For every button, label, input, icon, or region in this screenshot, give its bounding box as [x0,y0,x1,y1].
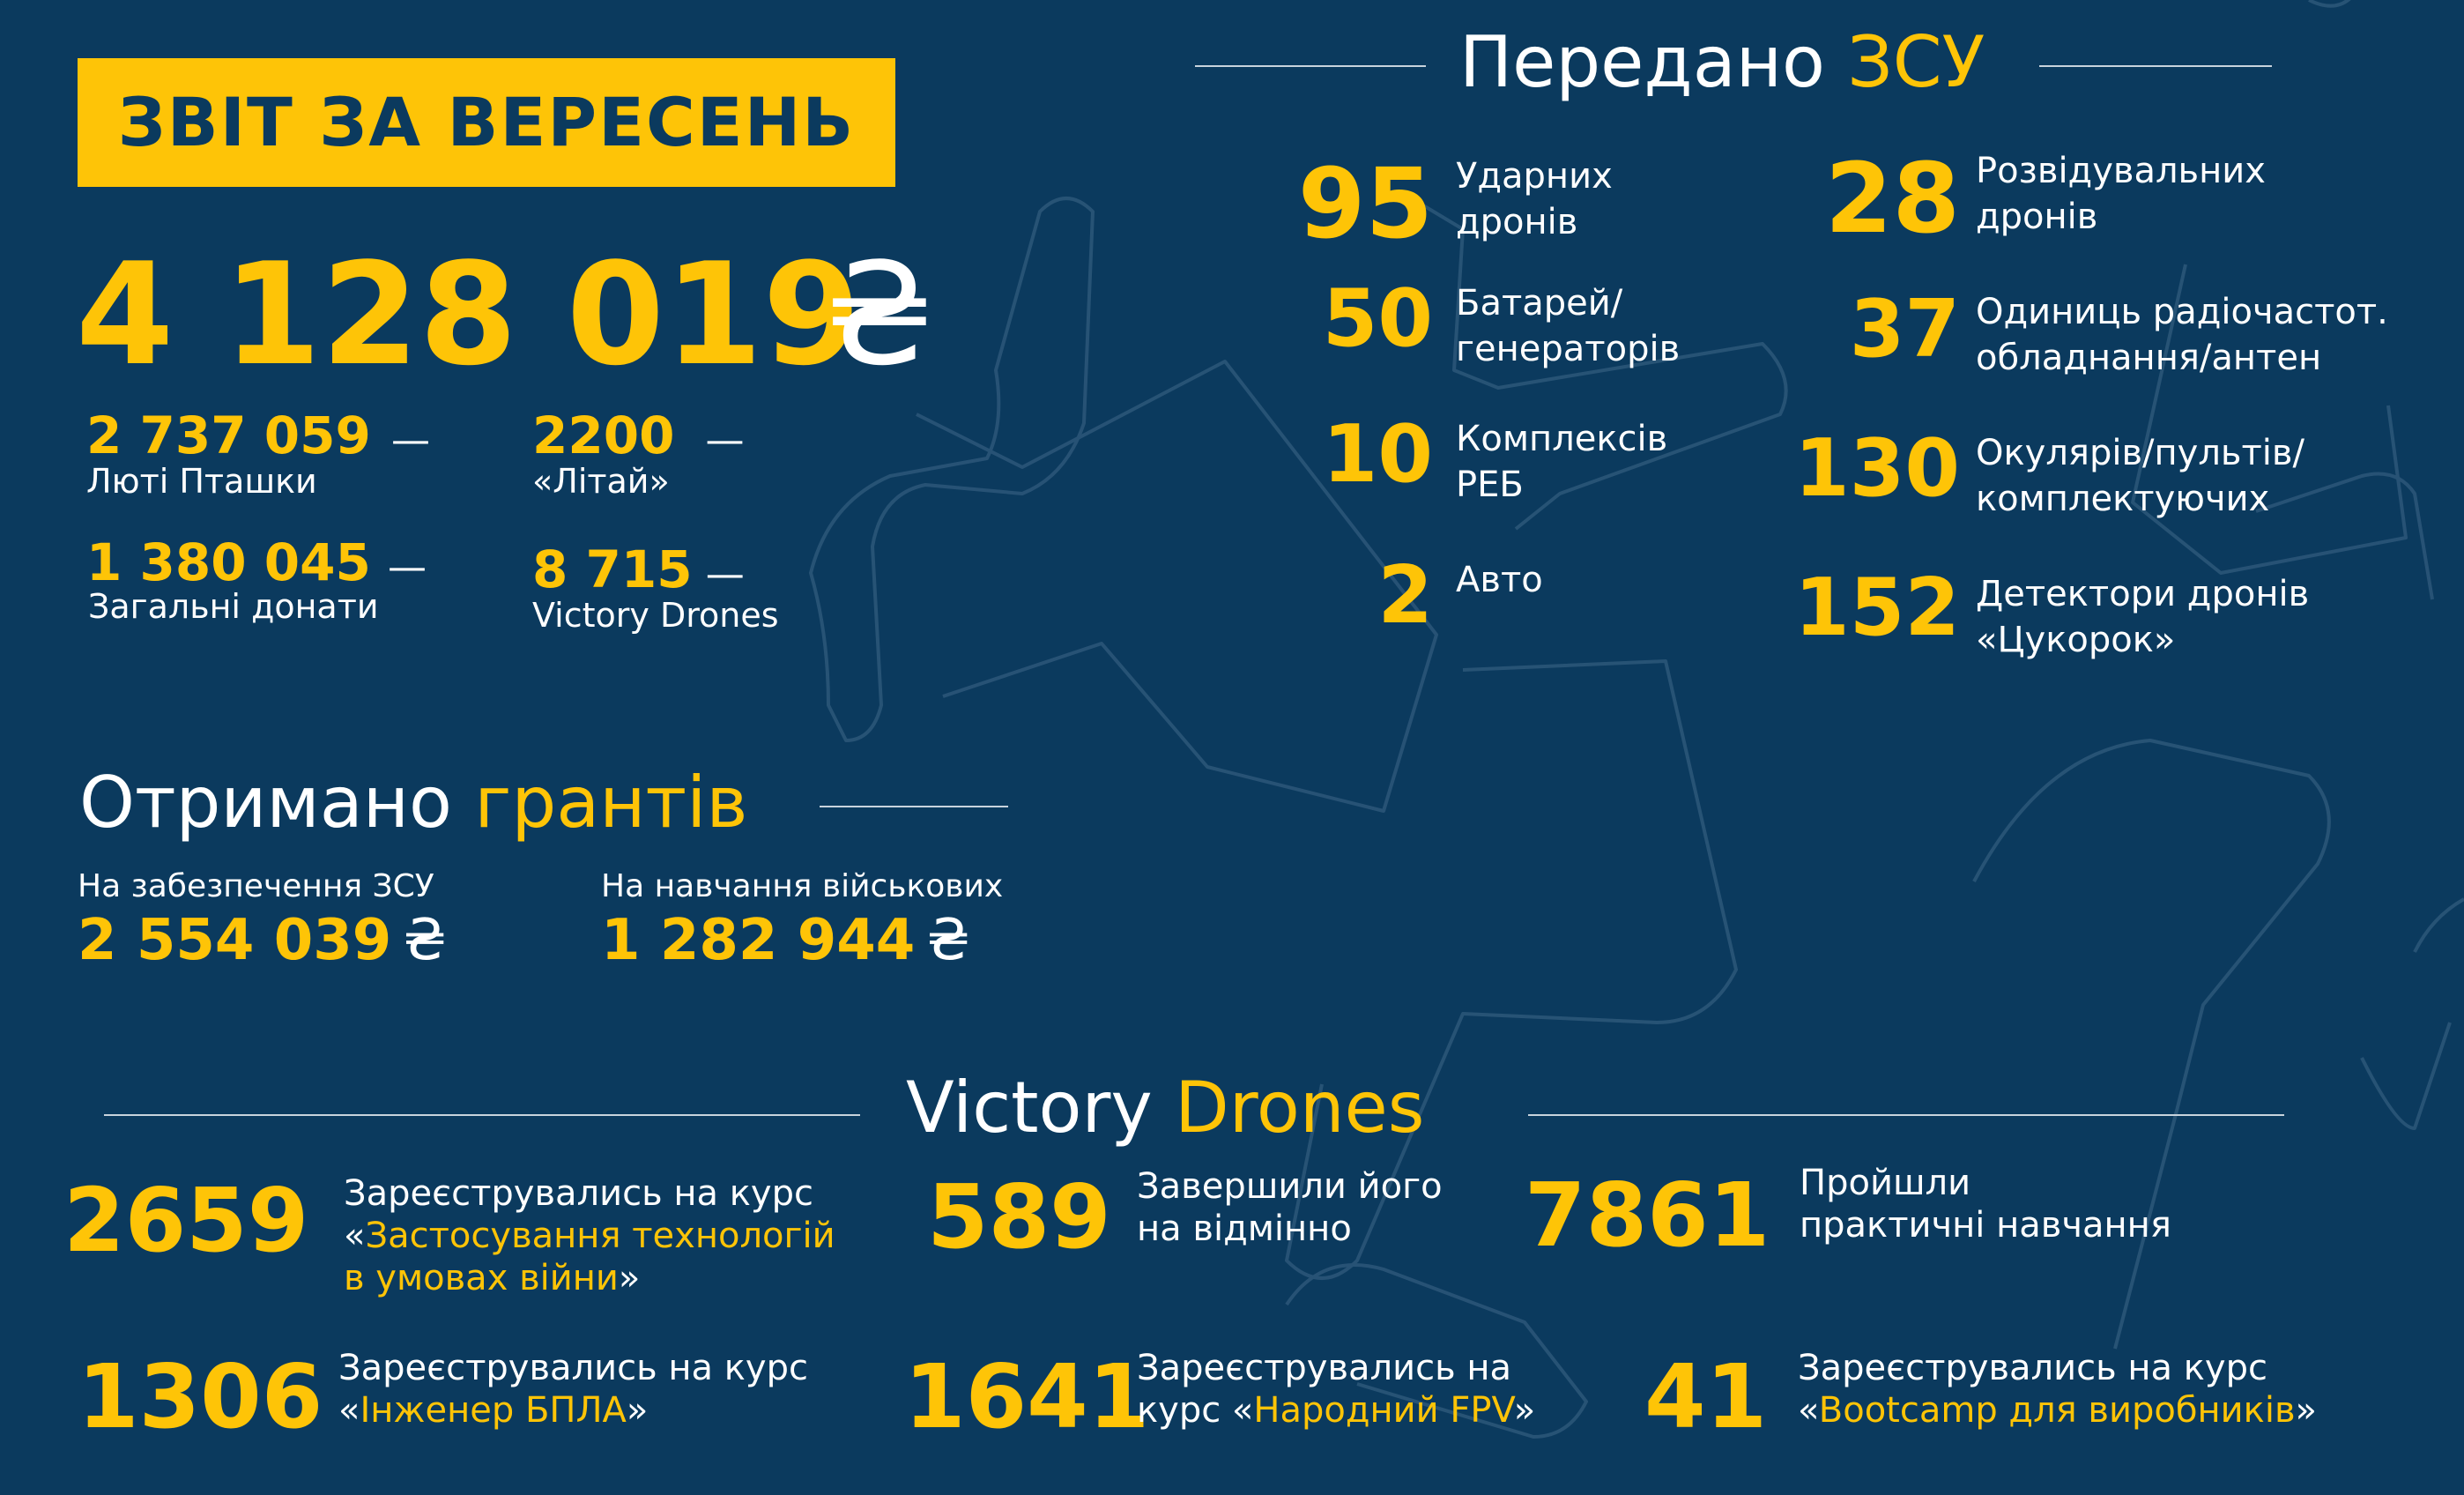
source-label: Загальні донати [88,587,379,626]
grant-value: 2 554 039 [78,908,392,973]
source-victory-drones: 8 715 — [532,541,745,598]
zsu-title-yellow: ЗСУ [1847,21,1985,103]
grant-label: На навчання військових [601,868,1004,904]
zsu-value: 130 [1794,422,1960,515]
grants-title-white: Отримано [79,762,452,844]
vd-divider-left [104,1114,860,1116]
vd-title-yellow: Drones [1175,1067,1425,1149]
zsu-value: 10 [1322,408,1433,501]
dash: — [387,545,427,590]
zsu-value: 95 [1297,147,1433,260]
zsu-value: 152 [1794,562,1960,654]
zsu-label: Батарей/генераторів [1456,283,1681,369]
grant-amount-training: 1 282 944 ₴ [601,910,970,971]
source-general-donations: 1 380 045 — [86,534,427,591]
total-amount: 4 128 019 [76,232,861,397]
source-fierce-birds: 2 737 059 — [86,407,430,464]
vd-label: Зареєструвались на курс «Застосування те… [344,1173,835,1298]
hryvnia-icon: ₴ [926,908,970,973]
source-litai: 2200 — [532,407,745,464]
vd-value: 41 [1644,1345,1768,1448]
grants-divider [820,806,1008,807]
zsu-value: 28 [1824,142,1960,255]
zsu-title-white: Передано [1459,21,1825,103]
vd-label: Зареєструвались на курс «Народний FPV» [1137,1348,1536,1431]
vd-label: Зареєструвались на курс «Інженер БПЛА» [338,1348,808,1431]
vd-title: Victory Drones [906,1068,1424,1148]
zsu-label: Одиниць радіочастот. обладнання/антен [1976,292,2388,378]
dash: — [390,418,430,463]
zsu-label: Комплексів РЕБ [1456,419,1668,505]
vd-label: Зареєструвались на курс «Bootcamp для ви… [1798,1348,2318,1431]
grant-value: 1 282 944 [601,908,916,973]
vd-label: Пройшли практичні навчання [1800,1163,2171,1246]
zsu-divider-left [1195,65,1426,67]
vd-value: 589 [927,1165,1111,1268]
zsu-value: 2 [1377,549,1433,642]
grant-amount-zsu: 2 554 039 ₴ [78,910,447,971]
source-label: Victory Drones [532,596,779,635]
report-title: ЗВІТ ЗА ВЕРЕСЕНЬ [117,83,856,161]
zsu-label: Розвідувальних дронів [1976,151,2266,237]
vd-value: 7861 [1525,1164,1770,1267]
zsu-value: 50 [1322,272,1433,365]
hryvnia-icon: ₴ [825,232,934,397]
source-label: Люті Пташки [86,462,317,501]
vd-title-white: Victory [906,1067,1153,1149]
source-value: 2 737 059 [86,405,371,465]
vd-label: Завершили його на відмінно [1137,1166,1443,1249]
vd-value: 1306 [78,1345,323,1448]
dash: — [705,418,745,463]
zsu-label: Ударних дронів [1456,156,1613,242]
source-value: 8 715 [532,539,693,599]
zsu-label: Авто [1456,560,1543,600]
zsu-value: 37 [1849,283,1960,376]
zsu-title: Передано ЗСУ [1459,23,1985,102]
source-value: 1 380 045 [86,532,371,592]
hryvnia-icon: ₴ [403,908,447,973]
zsu-label: Детектори дронів «Цукорок» [1976,574,2310,660]
zsu-divider-right [2039,65,2272,67]
grants-title-yellow: грантів [474,762,748,844]
zsu-label: Окулярів/пультів/комплектуючих [1976,433,2304,519]
grant-label: На забезпечення ЗСУ [78,868,434,904]
title-badge [78,58,895,187]
source-value: 2200 [532,405,675,465]
grants-title: Отримано грантів [79,763,748,843]
vd-value: 1641 [904,1345,1150,1448]
dash: — [705,552,745,597]
source-label: «Літай» [532,462,670,501]
vd-value: 2659 [63,1169,309,1272]
vd-divider-right [1528,1114,2284,1116]
